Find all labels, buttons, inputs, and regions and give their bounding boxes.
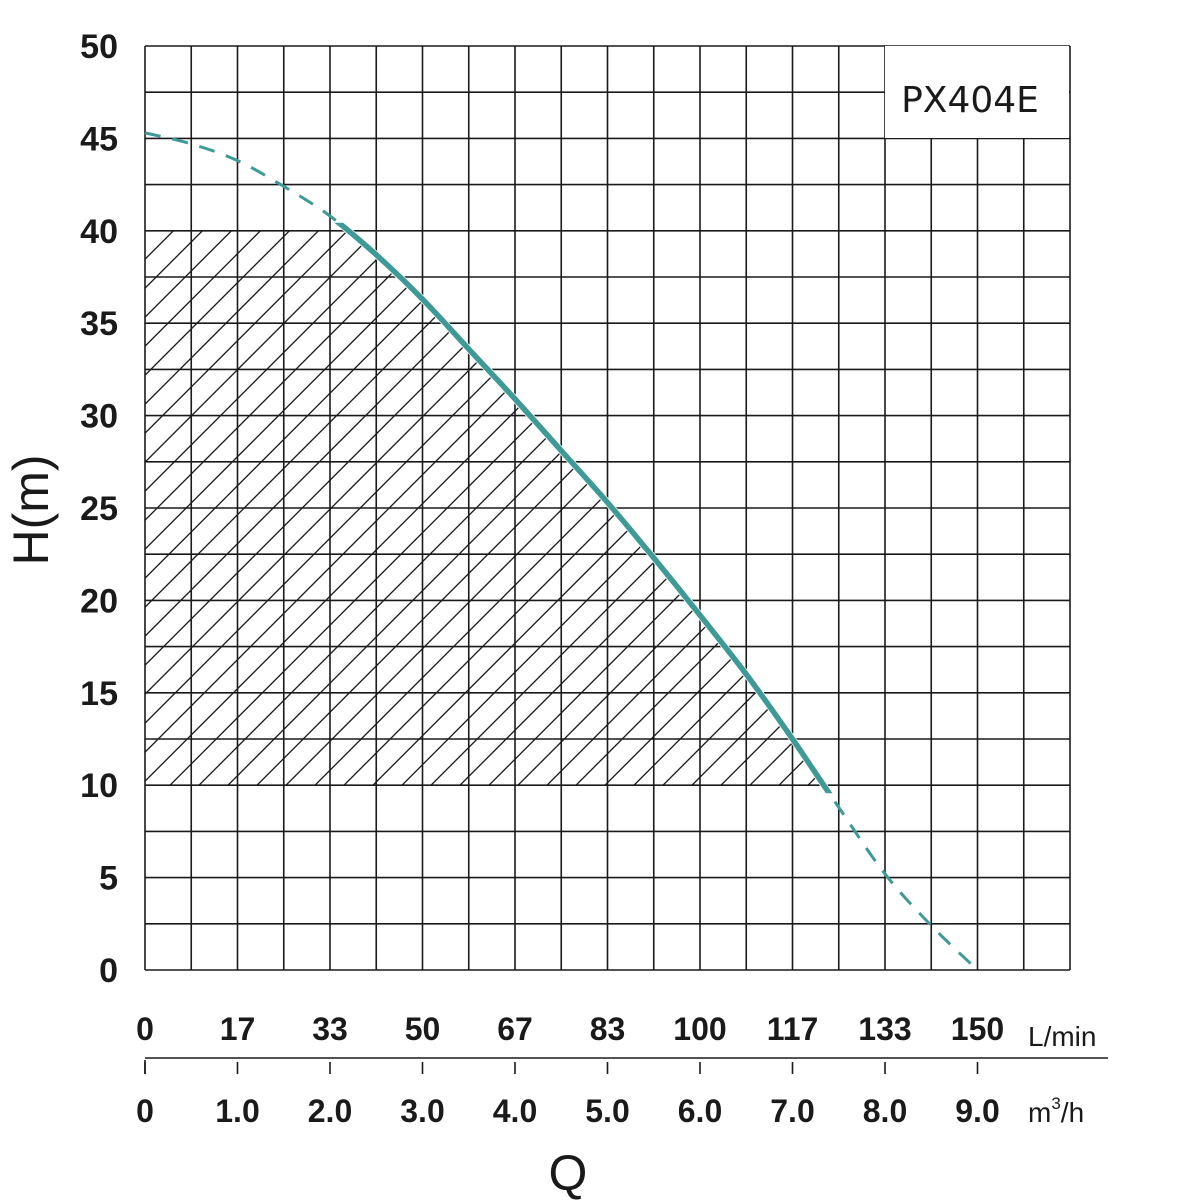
x-unit-lmin: L/min	[1028, 1021, 1096, 1052]
chart-grid	[144, 45, 1071, 971]
x-tick-label-lmin: 117	[767, 1011, 819, 1047]
x-tick-label-lmin: 133	[858, 1011, 911, 1047]
x-axes: 0 17 33 50 67 83 100 117 133 150 0 1.0 2.0 3.0 4.0 5.0 6…	[136, 1011, 1108, 1129]
curve-dashed-extension	[144, 131, 979, 972]
x-tick-label-m3h: 8.0	[863, 1093, 907, 1129]
x-tick-label-lmin: 0	[136, 1011, 154, 1047]
x-axis-title: Q	[549, 1145, 588, 1200]
x-tick-label-m3h: 5.0	[585, 1093, 629, 1129]
x-tick-label-lmin: 50	[405, 1011, 441, 1047]
x-tick-label-m3h: 4.0	[493, 1093, 537, 1129]
model-label-box	[885, 46, 1069, 138]
x-tick-label-m3h: 2.0	[308, 1093, 352, 1129]
x-tick-label-lmin: 100	[673, 1011, 726, 1047]
y-tick-label: 15	[80, 675, 118, 713]
x-tick-label-lmin: 150	[951, 1011, 1004, 1047]
y-tick-label: 25	[80, 490, 118, 528]
y-tick-label: 35	[80, 305, 118, 343]
x-tick-label-lmin: 67	[497, 1011, 533, 1047]
y-tick-label: 45	[80, 120, 118, 158]
x-tick-label-m3h: 6.0	[678, 1093, 722, 1129]
curve-solid-operating	[334, 222, 833, 794]
y-tick-label: 10	[80, 767, 118, 805]
x-tick-label-lmin: 17	[220, 1011, 256, 1047]
y-axis-title: H(m)	[3, 454, 59, 565]
y-tick-label: 5	[99, 860, 118, 898]
y-tick-label: 50	[80, 28, 118, 66]
performance-curve	[144, 131, 979, 972]
x-tick-label-m3h: 9.0	[955, 1093, 999, 1129]
x-tick-label-m3h: 7.0	[770, 1093, 814, 1129]
y-tick-labels: 0 5 10 15 20 25 30 35 40 45 50	[80, 28, 118, 990]
y-tick-label: 0	[99, 952, 118, 990]
x-tick-label-lmin: 33	[312, 1011, 348, 1047]
model-label: PX404E	[901, 80, 1039, 121]
x-tick-label-lmin: 83	[590, 1011, 626, 1047]
y-tick-label: 30	[80, 398, 118, 436]
y-tick-label: 20	[80, 582, 118, 620]
x-unit-m3h: m3/h	[1028, 1094, 1084, 1128]
y-tick-label: 40	[80, 213, 118, 251]
x-tick-label-m3h: 0	[136, 1093, 154, 1129]
x-tick-label-m3h: 1.0	[215, 1093, 259, 1129]
x-tick-label-m3h: 3.0	[400, 1093, 444, 1129]
